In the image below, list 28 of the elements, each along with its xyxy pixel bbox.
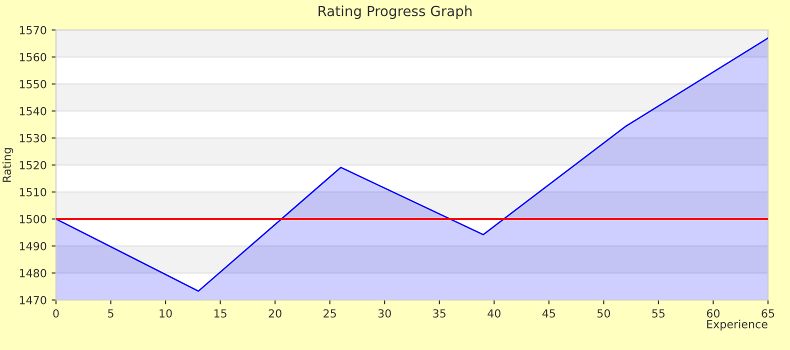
y-tick-label: 1490 xyxy=(20,242,46,250)
x-tick-label: 25 xyxy=(324,309,336,318)
y-tick-label: 1520 xyxy=(20,160,46,170)
x-tick-label: 35 xyxy=(433,309,446,318)
x-tick-label: 30 xyxy=(378,309,391,318)
y-tick-label: 1570 xyxy=(20,26,46,34)
y-tick-label: 1550 xyxy=(20,80,46,88)
y-tick-label: 1470 xyxy=(20,296,46,304)
x-tick-label: 60 xyxy=(706,309,720,318)
x-tick-label: 10 xyxy=(160,309,172,318)
y-axis-title: Rating xyxy=(2,148,14,182)
x-tick-label: 20 xyxy=(268,309,282,318)
x-tick-label: 55 xyxy=(652,309,665,318)
x-tick-label: 0 xyxy=(53,309,59,318)
chart-title: Rating Progress Graph xyxy=(318,6,472,19)
y-tick-label: 1480 xyxy=(20,268,46,278)
x-tick-label: 40 xyxy=(488,309,500,318)
x-tick-label: 15 xyxy=(214,309,226,318)
x-tick-label: 45 xyxy=(542,309,556,318)
x-tick-label: 5 xyxy=(108,309,114,318)
y-tick-label: 1510 xyxy=(20,188,46,196)
x-tick-label: 65 xyxy=(762,309,774,318)
x-tick-label: 50 xyxy=(597,309,610,318)
x-axis-title: Experience xyxy=(707,320,768,331)
y-tick-label: 1560 xyxy=(20,52,46,62)
y-tick-label: 1500 xyxy=(20,214,46,224)
y-tick-label: 1540 xyxy=(20,106,46,116)
y-tick-label: 1530 xyxy=(20,134,46,142)
